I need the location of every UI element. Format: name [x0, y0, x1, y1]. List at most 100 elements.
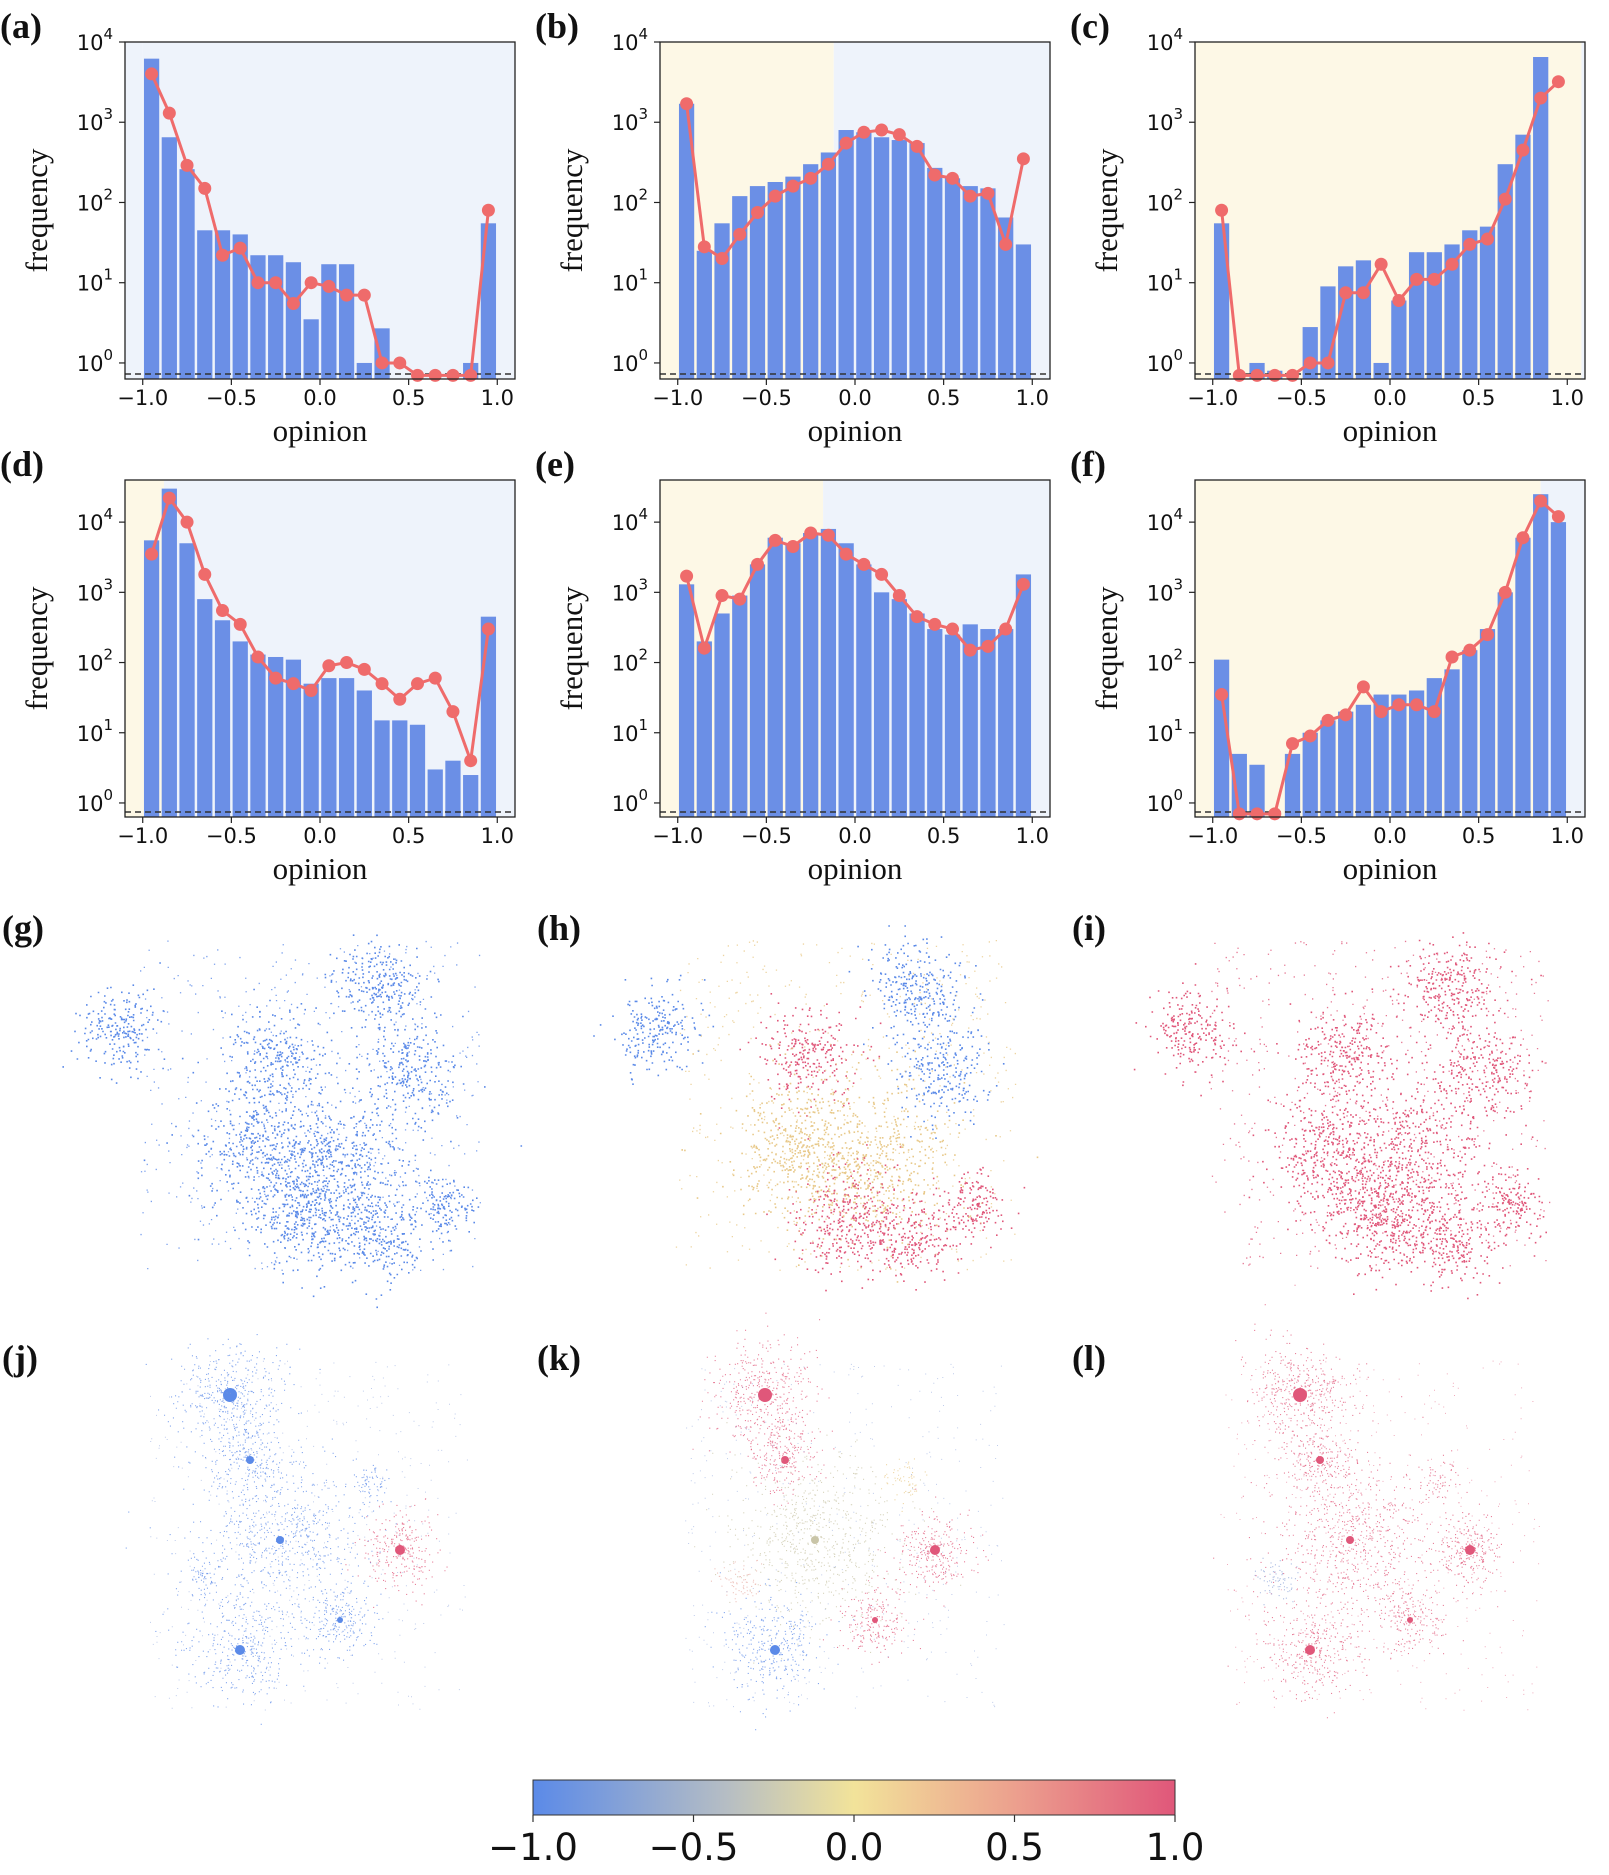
model-point: [1427, 272, 1441, 286]
y-tick-label: 104: [1147, 25, 1183, 55]
histogram-bar: [856, 564, 872, 817]
model-point: [286, 677, 300, 691]
histogram-panel: 100 101 102 103 104 −1.0 −0.5 0.0 0.5 1.0 opinion f…: [1070, 444, 1586, 886]
x-tick-label: 0.0: [1373, 386, 1406, 410]
model-point: [198, 567, 212, 581]
colorbar-tick-label: 0.0: [825, 1826, 884, 1869]
y-axis-title: frequency: [554, 586, 589, 710]
model-point: [1232, 807, 1246, 821]
model-point: [428, 671, 442, 685]
model-point: [216, 248, 229, 262]
y-tick-label: 101: [77, 266, 113, 296]
model-point: [963, 189, 977, 203]
model-line: [1220, 498, 1560, 816]
node-cluster: [747, 1419, 835, 1506]
histogram-bar: [197, 599, 213, 817]
y-tick-label: 102: [1147, 646, 1183, 676]
model-point: [928, 168, 942, 182]
panel-label: (k): [537, 1338, 581, 1378]
model-point: [751, 206, 764, 220]
model-point: [286, 297, 300, 311]
node-cluster: [877, 1488, 989, 1599]
y-tick-label: 103: [612, 575, 648, 605]
node-cluster: [62, 962, 184, 1084]
model-point: [928, 617, 942, 631]
x-tick-label: −1.0: [117, 824, 168, 848]
panel-label: (i): [1072, 908, 1106, 948]
model-point: [786, 539, 800, 553]
node-cloud: [1213, 1284, 1540, 1719]
node-cluster: [710, 1559, 763, 1603]
model-point: [999, 622, 1013, 636]
colorbar-tick-label: 0.5: [985, 1826, 1044, 1869]
histogram-bar: [873, 137, 890, 379]
model-point: [322, 279, 336, 293]
histogram-bar: [1515, 134, 1531, 379]
model-point: [393, 356, 407, 370]
model-point: [411, 368, 424, 382]
hub-node: [930, 1545, 940, 1555]
y-axis-title: frequency: [1089, 148, 1124, 272]
histogram-bar: [678, 103, 695, 379]
model-point: [946, 622, 959, 636]
hub-node: [758, 1388, 772, 1402]
model-point: [322, 659, 336, 673]
model-point: [145, 547, 159, 561]
model-point: [340, 288, 354, 302]
model-point: [357, 662, 371, 676]
model-point: [269, 671, 283, 685]
model-point: [1339, 286, 1353, 300]
model-point: [1250, 807, 1264, 821]
panel-label: (l): [1072, 1338, 1106, 1378]
model-point: [1534, 91, 1548, 105]
model-point: [804, 526, 818, 540]
model-point: [733, 227, 747, 241]
y-tick-label: 102: [77, 185, 113, 215]
colorbar-tick-label: 1.0: [1146, 1826, 1205, 1869]
model-point: [875, 567, 889, 581]
histogram-bar: [714, 613, 730, 817]
model-point: [804, 171, 818, 185]
model-point: [1232, 368, 1246, 382]
histogram-bar: [427, 769, 443, 817]
x-tick-label: 0.0: [838, 824, 871, 848]
node-cloud: [125, 1334, 468, 1725]
panel-label: (g): [2, 908, 44, 948]
histogram-bar: [749, 564, 766, 817]
model-point: [464, 368, 478, 382]
node-cluster: [1359, 1566, 1468, 1659]
model-point: [162, 106, 176, 120]
histogram-bar: [480, 223, 497, 379]
y-tick-label: 104: [612, 25, 648, 55]
y-tick-label: 100: [1147, 346, 1183, 376]
histogram-bar: [696, 641, 712, 817]
y-tick-label: 101: [612, 266, 648, 296]
node-cluster: [167, 1552, 229, 1605]
panel-label: (d): [0, 444, 44, 484]
node-cluster: [822, 1575, 945, 1665]
histogram-bar: [803, 164, 819, 379]
histogram-bar: [232, 234, 248, 379]
model-point: [839, 547, 853, 561]
node-cluster: [278, 1581, 384, 1669]
x-tick-label: −0.5: [206, 824, 257, 848]
model-point: [251, 276, 265, 290]
y-tick-label: 102: [1147, 185, 1183, 215]
histogram-bar: [785, 176, 801, 379]
node-cluster: [192, 988, 351, 1114]
histogram-panel: 100 101 102 103 104 −1.0 −0.5 0.0 0.5 1.0 opinion f…: [0, 444, 516, 886]
hub-node: [1346, 1536, 1354, 1544]
model-point: [1551, 510, 1565, 524]
histogram-bar: [1015, 574, 1032, 817]
y-tick-label: 103: [77, 575, 113, 605]
histogram-bar: [820, 152, 837, 379]
panel-label: (a): [0, 6, 42, 46]
x-tick-label: −1.0: [1187, 824, 1238, 848]
model-point: [481, 622, 495, 636]
histogram-bar: [891, 140, 907, 379]
histogram-bar: [1302, 327, 1318, 379]
x-axis-title: opinion: [808, 851, 903, 886]
histogram-bar: [1444, 669, 1460, 817]
histogram-bar: [749, 186, 766, 379]
